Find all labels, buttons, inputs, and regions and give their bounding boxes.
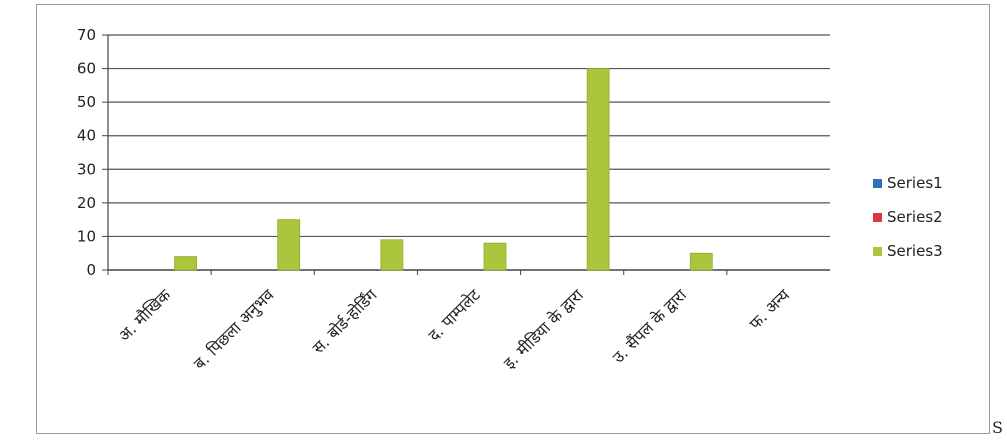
legend-label-series1: Series1 bbox=[887, 174, 943, 192]
x-tick-labels: अ. मौखिक ब. पिछला अनुभव स. बोर्ड-होर्डिंग द… bbox=[115, 285, 794, 374]
axes bbox=[102, 34, 830, 275]
y-tick-label: 0 bbox=[86, 261, 96, 279]
x-tick-label: उ. सैंपल के द्वारा bbox=[609, 285, 691, 367]
x-tick-label: ब. पिछला अनुभव bbox=[190, 285, 279, 374]
legend-item-series2: Series2 bbox=[873, 206, 943, 228]
bar-series3-4 bbox=[483, 242, 507, 271]
y-tick-label: 30 bbox=[77, 160, 96, 178]
grid-lines bbox=[108, 34, 830, 238]
bars bbox=[174, 68, 713, 271]
x-tick-label: फ. अन्य bbox=[745, 285, 793, 333]
x-tick-label: अ. मौखिक bbox=[115, 285, 175, 345]
y-tick-label: 70 bbox=[77, 26, 96, 44]
legend-item-series3: Series3 bbox=[873, 240, 943, 262]
legend-item-series1: Series1 bbox=[873, 172, 943, 194]
x-tick-label: स. बोर्ड-होर्डिंग bbox=[309, 285, 382, 358]
bar-series3-6 bbox=[689, 252, 713, 271]
y-tick-label: 60 bbox=[77, 60, 96, 78]
bar-series3-1 bbox=[174, 256, 197, 271]
y-tick-label: 50 bbox=[77, 93, 96, 111]
legend: Series1 Series2 Series3 bbox=[873, 172, 943, 274]
trailing-text: S bbox=[992, 418, 1003, 437]
y-tick-label: 10 bbox=[77, 227, 96, 245]
legend-label-series2: Series2 bbox=[887, 208, 943, 226]
y-tick-label: 40 bbox=[77, 127, 96, 145]
y-tick-label: 20 bbox=[77, 194, 96, 212]
y-tick-labels: 0 10 20 30 40 50 60 70 bbox=[77, 26, 96, 279]
legend-swatch-series1 bbox=[873, 178, 882, 188]
bar-series3-3 bbox=[380, 239, 404, 271]
chart-frame bbox=[36, 4, 990, 434]
bar-series3-5 bbox=[586, 68, 610, 271]
x-tick-label: इ. मीडिया के द्वारा bbox=[500, 285, 588, 373]
x-tick-label: द. पाम्पलेट bbox=[424, 285, 484, 345]
legend-swatch-series3 bbox=[873, 246, 882, 256]
legend-swatch-series2 bbox=[873, 212, 882, 222]
legend-label-series3: Series3 bbox=[887, 242, 943, 260]
bar-series3-2 bbox=[277, 219, 301, 271]
